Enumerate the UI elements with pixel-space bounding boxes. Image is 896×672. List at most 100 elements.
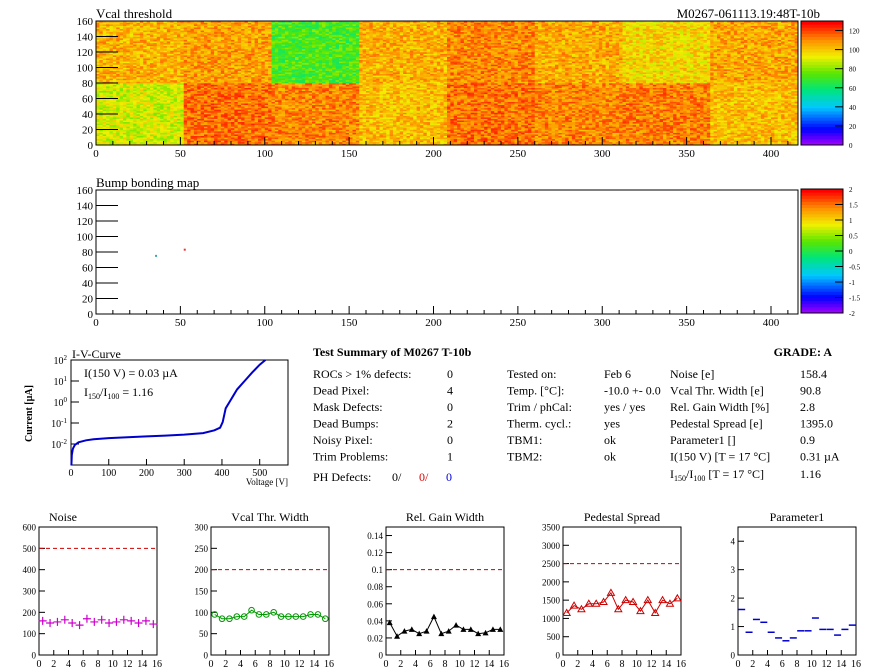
heatmap-cell bbox=[119, 42, 124, 45]
heatmap-cell bbox=[99, 36, 104, 39]
heatmap-cell bbox=[99, 67, 104, 70]
heatmap-cell bbox=[99, 115, 104, 118]
heatmap-cell bbox=[109, 38, 114, 40]
heatmap-cell bbox=[123, 124, 127, 127]
heatmap-cell bbox=[133, 87, 137, 90]
heatmap-cell bbox=[173, 84, 178, 87]
heatmap-cell bbox=[106, 81, 110, 84]
heatmap-cell bbox=[99, 135, 104, 138]
heatmap-cell bbox=[136, 98, 141, 101]
heatmap-cell bbox=[166, 123, 171, 126]
heatmap-cell bbox=[96, 107, 100, 110]
heatmap-cell bbox=[173, 96, 178, 99]
heatmap-cell bbox=[156, 143, 161, 146]
heatmap-cell bbox=[123, 84, 127, 87]
heatmap-cell bbox=[123, 115, 127, 118]
heatmap-cell bbox=[109, 107, 114, 110]
heatmap-cell bbox=[133, 114, 137, 116]
heatmap-cell bbox=[116, 106, 120, 109]
heatmap-cell bbox=[170, 92, 174, 95]
heatmap-cell bbox=[96, 41, 100, 43]
heatmap-cell bbox=[109, 50, 114, 53]
heatmap-cell bbox=[112, 31, 117, 34]
heatmap-cell bbox=[156, 138, 161, 141]
heatmap-cell bbox=[139, 134, 144, 136]
heatmap-cell bbox=[109, 95, 114, 98]
heatmap-cell bbox=[166, 124, 171, 127]
heatmap-cell bbox=[150, 84, 154, 87]
heatmap-cell bbox=[143, 140, 147, 143]
heatmap-cell bbox=[96, 100, 100, 102]
heatmap-cell bbox=[106, 52, 110, 54]
heatmap-cell bbox=[129, 138, 134, 141]
heatmap-cell bbox=[166, 137, 171, 140]
heatmap-cell bbox=[99, 127, 104, 130]
heatmap-cell bbox=[123, 95, 127, 98]
heatmap-cell bbox=[102, 72, 107, 74]
heatmap-cell bbox=[119, 53, 124, 56]
heatmap-cell bbox=[170, 110, 174, 113]
heatmap-cell bbox=[156, 107, 161, 110]
heatmap-cell bbox=[177, 112, 181, 115]
heatmap-cell bbox=[129, 114, 134, 116]
heatmap-cell bbox=[153, 140, 158, 143]
heatmap-cell bbox=[153, 143, 158, 146]
heatmap-cell bbox=[143, 100, 147, 102]
heatmap-cell bbox=[136, 141, 141, 144]
heatmap-cell bbox=[153, 117, 158, 119]
heatmap-cell bbox=[173, 126, 178, 129]
heatmap-cell bbox=[139, 140, 144, 143]
heatmap-cell bbox=[112, 21, 117, 23]
heatmap-cell bbox=[99, 126, 104, 129]
heatmap-cell bbox=[112, 107, 117, 110]
heatmap-cell bbox=[102, 76, 107, 79]
heatmap-cell bbox=[96, 73, 100, 76]
heatmap-cell bbox=[156, 118, 161, 121]
heatmap-cell bbox=[116, 76, 120, 79]
heatmap-cell bbox=[123, 135, 127, 138]
heatmap-cell bbox=[119, 75, 124, 78]
heatmap-cell bbox=[163, 90, 168, 93]
heatmap-cell bbox=[153, 109, 158, 112]
heatmap-cell bbox=[143, 132, 147, 135]
heatmap-cell bbox=[116, 84, 120, 87]
heatmap-cell bbox=[96, 67, 100, 70]
heatmap-cell bbox=[109, 59, 114, 62]
heatmap-cell bbox=[123, 104, 127, 107]
heatmap-cell bbox=[119, 21, 124, 23]
heatmap-cell bbox=[136, 83, 141, 85]
heatmap-cell bbox=[160, 92, 164, 95]
heatmap-cell bbox=[112, 50, 117, 53]
heatmap-cell bbox=[99, 24, 104, 26]
heatmap-cell bbox=[139, 83, 144, 85]
heatmap-cell bbox=[177, 126, 181, 129]
heatmap-cell bbox=[136, 101, 141, 104]
heatmap-cell bbox=[123, 112, 127, 115]
heatmap-cell bbox=[180, 112, 185, 115]
heatmap-cell bbox=[180, 121, 185, 124]
heatmap-cell bbox=[126, 107, 131, 110]
heatmap-cell bbox=[99, 137, 104, 140]
heatmap-cell bbox=[129, 140, 134, 143]
heatmap-cell bbox=[139, 107, 144, 110]
heatmap-cell bbox=[106, 59, 110, 62]
heatmap-cell bbox=[153, 118, 158, 121]
heatmap-cell bbox=[119, 120, 124, 123]
heatmap-cell bbox=[123, 143, 127, 146]
heatmap-cell bbox=[109, 58, 114, 61]
heatmap-cell bbox=[119, 115, 124, 118]
heatmap-cell bbox=[106, 87, 110, 90]
heatmap-cell bbox=[160, 90, 164, 93]
heatmap-cell bbox=[116, 126, 120, 129]
heatmap-cell bbox=[143, 129, 147, 132]
heatmap-cell bbox=[99, 84, 104, 87]
heatmap-cell bbox=[123, 72, 127, 74]
heatmap-cell bbox=[163, 83, 168, 85]
heatmap-cell bbox=[180, 141, 185, 144]
heatmap-cell bbox=[146, 84, 151, 87]
heatmap-cell bbox=[156, 92, 161, 95]
heatmap-cell bbox=[129, 127, 134, 130]
heatmap-cell bbox=[116, 96, 120, 99]
heatmap-cell bbox=[156, 127, 161, 130]
heatmap-cell bbox=[166, 110, 171, 113]
